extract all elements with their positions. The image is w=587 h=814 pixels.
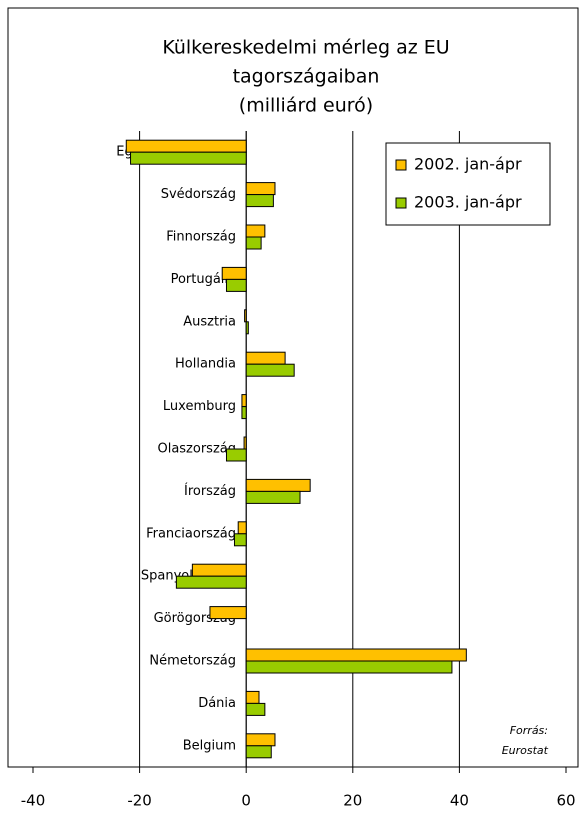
y-tick-label: Finnország <box>166 230 236 245</box>
legend-swatch <box>395 159 407 171</box>
y-tick-label: Svédország <box>161 187 236 202</box>
bar <box>245 733 276 747</box>
y-tick-label: Portugália <box>171 272 236 287</box>
bar <box>125 139 247 153</box>
x-tick-label: 0 <box>241 792 251 810</box>
bar <box>245 236 262 250</box>
x-tick-label: 60 <box>556 792 575 810</box>
x-tick-label: -40 <box>21 792 46 810</box>
bar <box>225 278 247 292</box>
y-tick-label: Belgium <box>183 738 236 753</box>
x-tick-label: -20 <box>127 792 152 810</box>
bar <box>245 745 272 759</box>
chart-title: Külkereskedelmi mérleg az EU <box>162 37 449 59</box>
bar <box>241 406 247 420</box>
annotation: Forrás: <box>510 724 548 737</box>
bar <box>244 309 247 323</box>
legend-swatch <box>395 197 407 209</box>
chart-title: tagországaiban <box>233 66 380 88</box>
y-tick-label: Dánia <box>198 696 236 711</box>
bar <box>245 321 249 335</box>
bar <box>245 478 311 492</box>
legend-label: 2003. jan-ápr <box>414 193 522 212</box>
bar <box>221 266 247 280</box>
bar <box>245 660 453 674</box>
chart-frame <box>7 7 579 768</box>
bar <box>225 448 247 462</box>
chart-title: (milliárd euró) <box>239 95 373 117</box>
bar <box>245 224 266 238</box>
y-tick-label: Írország <box>184 483 236 499</box>
bar <box>245 182 276 196</box>
bar <box>175 575 247 589</box>
bar <box>245 690 260 704</box>
y-tick-label: Hollandia <box>175 357 236 372</box>
annotation: Eurostat <box>502 744 549 757</box>
x-tick-label: 20 <box>343 792 362 810</box>
legend-box <box>385 142 551 226</box>
bar <box>245 194 274 208</box>
bar <box>243 436 247 450</box>
y-tick-label: Luxemburg <box>163 399 236 414</box>
y-tick-label: Ausztria <box>183 314 236 329</box>
legend-label: 2002. jan-ápr <box>414 155 522 174</box>
x-tick-label: 40 <box>450 792 469 810</box>
bar <box>245 363 295 377</box>
bar <box>245 490 301 504</box>
bar <box>245 648 467 662</box>
bar <box>233 533 247 547</box>
bar <box>245 351 286 365</box>
bar <box>209 606 247 620</box>
bar <box>241 394 247 408</box>
bar <box>130 151 247 165</box>
y-tick-label: Franciaország <box>146 526 236 541</box>
bar <box>245 702 266 716</box>
y-tick-label: Olaszország <box>157 442 236 457</box>
y-tick-label: Németország <box>149 654 236 669</box>
bar <box>191 563 247 577</box>
bar <box>237 521 247 535</box>
